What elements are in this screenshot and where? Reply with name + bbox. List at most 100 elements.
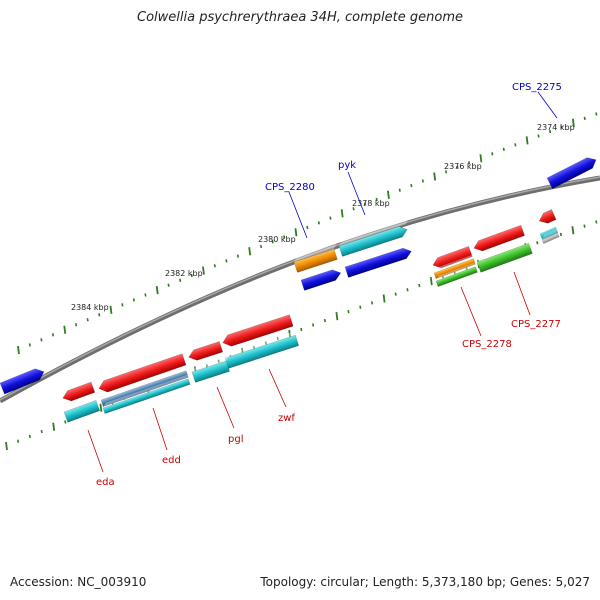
outer-scale-tick bbox=[155, 285, 159, 295]
outer-scale-tick bbox=[583, 116, 586, 121]
outer-scale-tick bbox=[548, 129, 552, 134]
cds-cyan-pyk bbox=[338, 219, 409, 257]
inner-scale-tick bbox=[64, 420, 67, 424]
outer-scale-tick bbox=[283, 235, 286, 239]
outer-scale-tick bbox=[121, 303, 124, 307]
inner-scale-tick bbox=[335, 312, 339, 321]
outer-scale-tick bbox=[340, 209, 344, 218]
cds-blue-cps2280 bbox=[300, 262, 342, 291]
inner-scale-tick bbox=[536, 241, 539, 245]
cds-blue-left-edge bbox=[0, 360, 45, 395]
outer-scale-tick bbox=[179, 278, 182, 282]
inner-scale-tick bbox=[40, 429, 43, 434]
outer-scale-tick bbox=[514, 143, 517, 147]
outer-scale-tick bbox=[491, 152, 494, 156]
gene-label-cps2278: CPS_2278 bbox=[462, 339, 512, 350]
outer-scale-tick bbox=[190, 273, 193, 278]
outer-scale-tick bbox=[479, 154, 483, 163]
inner-scale-tick bbox=[359, 305, 362, 309]
inner-scale-tick bbox=[571, 226, 575, 235]
outer-scale-tick bbox=[51, 333, 55, 337]
outer-scale-tick bbox=[560, 125, 563, 129]
outer-scale-tick bbox=[375, 197, 378, 202]
cds-red-zwf bbox=[221, 309, 294, 347]
outer-scale-tick bbox=[456, 165, 459, 170]
cds-cyan-cps2277-small bbox=[539, 221, 559, 240]
gene-label-cps2277: CPS_2277 bbox=[511, 319, 561, 330]
outer-scale-tick bbox=[28, 343, 31, 347]
outer-scale-tick bbox=[525, 136, 529, 145]
outer-scale-tick bbox=[352, 207, 355, 211]
inner-scale-tick bbox=[583, 224, 586, 228]
gene-label-pgl: pgl bbox=[228, 434, 243, 445]
cds-red-cps2277-small bbox=[537, 204, 557, 224]
cds-steel-edd bbox=[100, 365, 189, 407]
gene-label-edd: edd bbox=[162, 455, 181, 466]
map-title: Colwellia psychrerythraea 34H, complete … bbox=[137, 10, 463, 25]
inner-scale-tick bbox=[99, 403, 103, 412]
scale-label-2378: 2378 kbp bbox=[352, 199, 390, 208]
outer-scale-tick bbox=[248, 247, 252, 256]
inner-scale-tick bbox=[17, 439, 20, 443]
outer-scale-tick bbox=[294, 228, 298, 237]
gene-label-eda: eda bbox=[96, 477, 115, 488]
genome-summary: Topology: circular; Length: 5,373,180 bp… bbox=[260, 575, 590, 589]
cds-blue-right-edge bbox=[546, 149, 597, 190]
inner-scale-tick bbox=[288, 329, 292, 339]
inner-scale-tick bbox=[347, 310, 350, 314]
inner-scale-tick bbox=[323, 318, 326, 323]
outer-scale-tick bbox=[236, 254, 240, 258]
cds-red-eda bbox=[61, 376, 96, 402]
gene-label-cps2280: CPS_2280 bbox=[265, 182, 315, 193]
outer-scale-tick bbox=[213, 264, 216, 268]
gene-label-zwf: zwf bbox=[278, 413, 295, 424]
cds-red-pgl bbox=[187, 336, 224, 361]
outer-scale-tick bbox=[537, 134, 540, 138]
outer-scale-tick bbox=[595, 112, 598, 116]
inner-scale-tick bbox=[595, 220, 598, 224]
gene-features bbox=[0, 149, 597, 423]
inner-scale-tick bbox=[300, 327, 303, 332]
inner-scale-tick bbox=[418, 283, 421, 288]
gene-label-pyk: pyk bbox=[338, 160, 356, 171]
scale-label-2380: 2380 kbp bbox=[258, 235, 296, 244]
outer-scale-tick bbox=[86, 318, 89, 322]
cds-green-cps2278 bbox=[435, 261, 478, 287]
cds-cyan-pgl bbox=[191, 355, 230, 383]
outer-scale-tick bbox=[502, 147, 505, 151]
outer-scale-tick bbox=[271, 240, 274, 244]
inner-scale-tick bbox=[394, 292, 397, 296]
outer-scale-tick bbox=[40, 338, 43, 342]
scale-label-2382: 2382 kbp bbox=[165, 269, 203, 278]
outer-scale-tick bbox=[167, 283, 170, 287]
scale-label-2384: 2384 kbp bbox=[71, 303, 109, 312]
inner-scale-tick bbox=[52, 422, 56, 431]
cds-grey-cps2277-small bbox=[541, 227, 560, 244]
inner-scale-tick bbox=[28, 434, 31, 439]
outer-scale-tick bbox=[433, 172, 437, 181]
cds-cyan-eda bbox=[63, 395, 101, 423]
inner-scale-tick bbox=[217, 359, 220, 363]
outer-scale-tick bbox=[364, 202, 367, 206]
cds-blue-pyk bbox=[344, 240, 413, 278]
inner-scale-tick bbox=[371, 301, 374, 305]
outer-scale-tick bbox=[75, 323, 78, 327]
cds-orange-cps2280 bbox=[293, 243, 338, 273]
outer-scale-tick bbox=[421, 179, 424, 183]
cds-red-edd bbox=[97, 348, 187, 393]
outer-scale-tick bbox=[410, 183, 413, 188]
inner-scale-tick bbox=[5, 441, 8, 451]
outer-scale-tick bbox=[317, 221, 320, 225]
inner-scale-tick bbox=[406, 288, 409, 292]
outer-scale-tick bbox=[259, 244, 263, 249]
cds-red-cps2277 bbox=[472, 220, 525, 252]
outer-scale-tick bbox=[329, 216, 332, 220]
inner-scale-tick bbox=[205, 364, 208, 368]
inner-scale-tick bbox=[264, 341, 267, 345]
inner-scale-tick bbox=[559, 232, 562, 237]
outer-scale-tick bbox=[398, 188, 401, 192]
scale-label-2376: 2376 kbp bbox=[444, 162, 482, 171]
outer-scale-tick bbox=[144, 293, 147, 297]
inner-scale-tick bbox=[429, 276, 433, 286]
inner-scale-tick bbox=[382, 294, 386, 303]
